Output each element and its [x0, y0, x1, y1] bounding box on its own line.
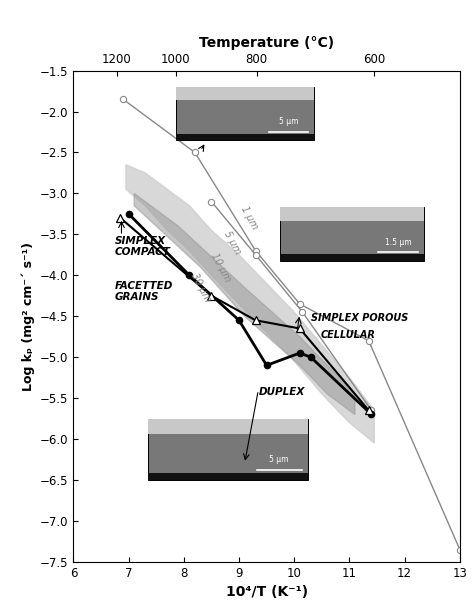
Polygon shape [126, 165, 374, 443]
Y-axis label: Log kₚ (mg² cm⁻´ s⁻¹): Log kₚ (mg² cm⁻´ s⁻¹) [21, 242, 35, 391]
X-axis label: 10⁴/T (K⁻¹): 10⁴/T (K⁻¹) [226, 585, 308, 599]
X-axis label: Temperature (°C): Temperature (°C) [199, 36, 334, 50]
Text: SIMPLEX POROUS: SIMPLEX POROUS [311, 313, 408, 323]
Text: SIMPLEX
COMPACT: SIMPLEX COMPACT [115, 236, 171, 257]
Text: 1 μm: 1 μm [239, 204, 260, 231]
FancyBboxPatch shape [148, 419, 308, 434]
FancyBboxPatch shape [281, 208, 424, 260]
Text: FACETTED
GRAINS: FACETTED GRAINS [115, 281, 173, 303]
Text: 10 μm: 10 μm [209, 251, 232, 283]
FancyBboxPatch shape [148, 473, 308, 480]
FancyBboxPatch shape [281, 208, 424, 220]
Text: CELLULAR: CELLULAR [321, 330, 375, 340]
FancyBboxPatch shape [175, 87, 313, 140]
FancyBboxPatch shape [281, 254, 424, 260]
FancyBboxPatch shape [148, 419, 308, 480]
Polygon shape [134, 193, 355, 414]
Text: 1.5 μm: 1.5 μm [385, 238, 411, 247]
Text: 5 μm: 5 μm [269, 455, 289, 464]
Text: DUPLEX: DUPLEX [258, 387, 305, 397]
Text: 5 μm: 5 μm [222, 229, 243, 256]
Text: 30 μm: 30 μm [189, 271, 213, 304]
FancyBboxPatch shape [175, 87, 313, 100]
FancyBboxPatch shape [175, 134, 313, 140]
Text: 5 μm: 5 μm [279, 117, 299, 126]
